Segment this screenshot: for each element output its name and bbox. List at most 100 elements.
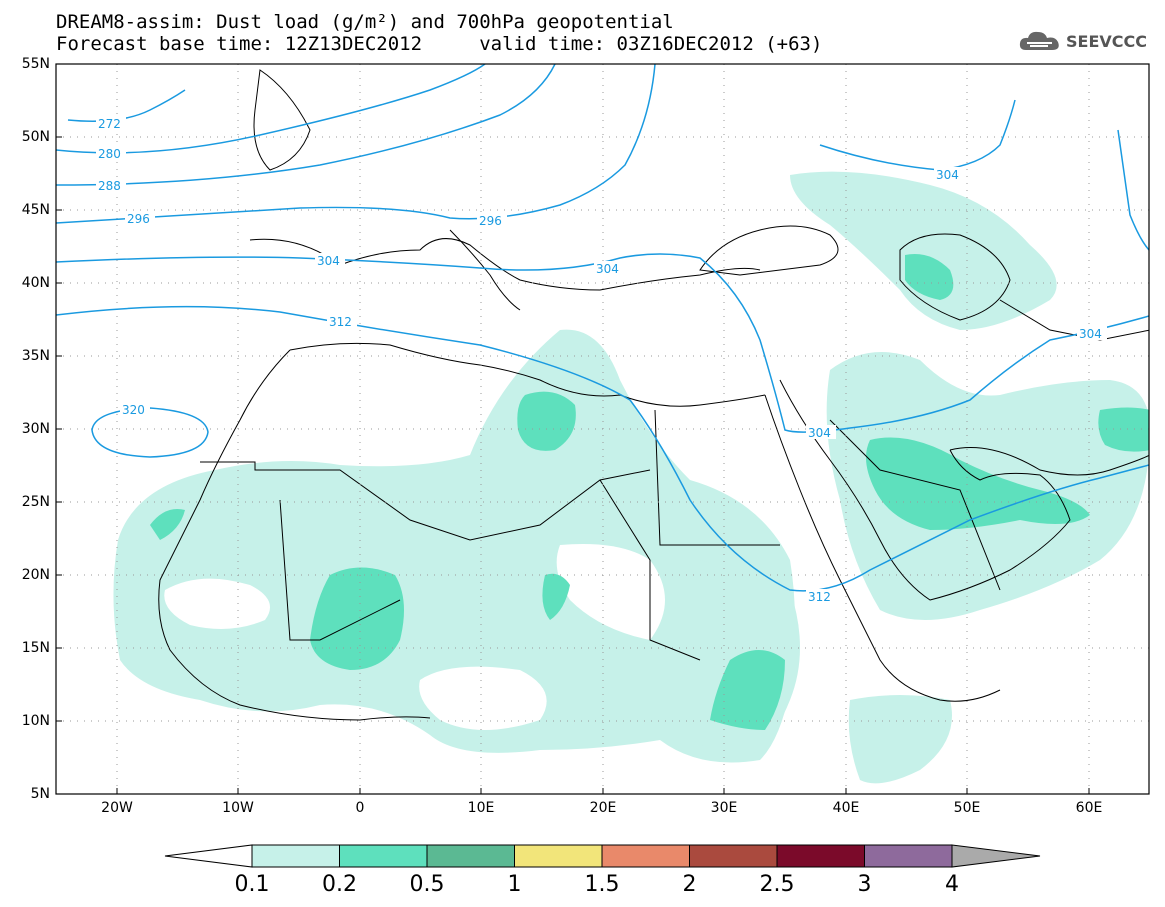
dust-core-caucasus — [905, 254, 954, 300]
contour-280 — [56, 64, 486, 154]
lon-label-20w: 20W — [101, 800, 133, 816]
colorbar-bin — [514, 844, 603, 868]
colorbar-label: 1.5 — [584, 872, 620, 897]
lat-label-25n: 25N — [21, 494, 50, 510]
colorbar-label: 2.5 — [759, 872, 795, 897]
cloud-icon — [1019, 31, 1059, 50]
contour-label-304-b: 304 — [596, 262, 619, 276]
coastlines-and-borders — [158, 69, 1149, 721]
contour-label-312: 312 — [329, 315, 352, 329]
border-egypt — [654, 409, 780, 546]
border-sahara-2 — [279, 499, 401, 641]
coastline-arabia — [779, 379, 1071, 601]
colorbar-under-triangle — [164, 844, 253, 868]
contour-label-272: 272 — [98, 117, 121, 131]
dust-core-mali — [310, 567, 404, 670]
contour-272 — [67, 89, 186, 122]
colorbar-over-triangle — [951, 844, 1041, 868]
dust-gap-east — [556, 544, 665, 640]
colorbar-label: 3 — [857, 872, 872, 897]
coastline-red-sea — [764, 394, 1001, 702]
coastline-north-africa — [289, 342, 766, 407]
lat-label-45n: 45N — [21, 202, 50, 218]
lat-label-30n: 30N — [21, 421, 50, 437]
contour-label-304: 304 — [317, 254, 340, 268]
colorbar-bin — [864, 844, 953, 868]
dust-region-horn — [848, 695, 952, 784]
colorbar-label: 0.2 — [322, 872, 357, 897]
dust-core-chad — [542, 573, 570, 620]
contour-labels: 272 280 288 296 296 304 304 304 304 304 … — [96, 116, 1107, 604]
coastline-britain — [253, 69, 311, 171]
dust-gap-west — [164, 578, 270, 629]
coastline-caspian — [899, 233, 1011, 321]
lon-label-0: 0 — [355, 800, 365, 816]
lon-label-10e: 10E — [467, 800, 495, 816]
lat-label-40n: 40N — [21, 275, 50, 291]
dust-core-sudan — [710, 650, 785, 730]
coastline-black-sea — [699, 225, 839, 276]
lat-label-55n: 55N — [21, 56, 50, 72]
seevccc-logo: SEEVCCC — [1018, 28, 1147, 54]
dust-core-libya — [517, 391, 576, 451]
contour-label-280: 280 — [98, 147, 121, 161]
lat-label-15n: 15N — [21, 640, 50, 656]
forecast-time-line: Forecast base time: 12Z13DEC2012 valid t… — [56, 33, 823, 55]
geopotential-contours — [56, 64, 1149, 592]
contour-296 — [56, 64, 656, 224]
colorbar — [164, 844, 1041, 868]
contour-288 — [56, 64, 556, 186]
lon-label-30e: 30E — [710, 800, 738, 816]
lon-label-10w: 10W — [222, 800, 254, 816]
dust-core-iran — [1098, 407, 1149, 452]
lat-label-35n: 35N — [21, 348, 50, 364]
dust-gap-central — [419, 666, 547, 730]
contour-label-304-d: 304 — [808, 426, 831, 440]
lat-label-20n: 20N — [21, 567, 50, 583]
lon-label-40e: 40E — [832, 800, 860, 816]
dust-core-saudi — [866, 437, 1090, 530]
coastline-west-africa — [158, 349, 431, 721]
colorbar-label: 4 — [945, 872, 959, 897]
logo-text: SEEVCCC — [1066, 31, 1147, 51]
lon-label-20e: 20E — [589, 800, 617, 816]
map-title: DREAM8-assim: Dust load (g/m²) and 700hP… — [56, 11, 674, 33]
contour-label-304-e: 304 — [1079, 327, 1102, 341]
contour-304-west — [56, 253, 1149, 433]
contour-label-304-c: 304 — [936, 168, 959, 182]
colorbar-bin — [426, 844, 515, 868]
colorbar-bin — [689, 844, 778, 868]
colorbar-bin — [251, 844, 340, 868]
contour-304-north — [819, 99, 1016, 171]
contour-label-296-b: 296 — [479, 214, 502, 228]
colorbar-label: 2 — [682, 872, 697, 897]
dust-region-sahara — [113, 329, 796, 763]
lat-label-5n: 5N — [30, 786, 50, 802]
border-sahara-1 — [200, 461, 651, 541]
contour-label-320: 320 — [122, 403, 145, 417]
colorbar-label: 0.5 — [409, 872, 445, 897]
lon-label-50e: 50E — [953, 800, 981, 816]
lat-lon-gridlines — [56, 64, 1149, 794]
coastline-italy — [449, 229, 521, 311]
colorbar-bin — [339, 844, 428, 868]
contour-label-288: 288 — [98, 179, 121, 193]
lon-label-60e: 60E — [1075, 800, 1103, 816]
dust-region-caspian — [790, 171, 1057, 330]
border-sudan — [599, 479, 701, 661]
coastline-persian-gulf — [949, 447, 1149, 476]
contour-304-east — [1117, 129, 1149, 251]
colorbar-bin — [776, 844, 865, 868]
contour-312 — [56, 305, 1149, 592]
dust-core-mauritania — [150, 509, 185, 540]
contour-label-296: 296 — [127, 212, 150, 226]
colorbar-label: 1 — [507, 872, 522, 897]
border-saudi — [829, 419, 1001, 591]
contour-label-312-b: 312 — [808, 590, 831, 604]
lat-label-10n: 10N — [21, 713, 50, 729]
colorbar-label: 0.1 — [234, 872, 270, 897]
lat-label-50n: 50N — [21, 129, 50, 145]
colorbar-bin — [601, 844, 690, 868]
axis-ticks — [56, 136, 1090, 794]
